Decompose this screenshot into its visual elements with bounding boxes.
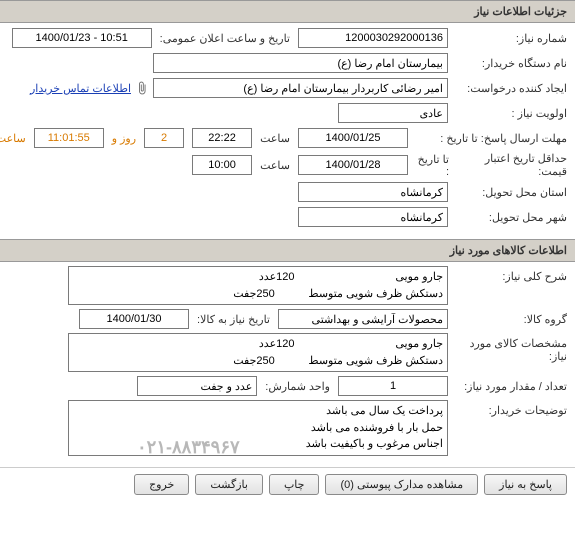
group-input[interactable]	[279, 309, 449, 329]
buyer-notes-label: توضیحات خریدار:	[453, 400, 568, 417]
remaining-suffix: ساعت باقی مانده	[0, 132, 31, 145]
remaining-time-input[interactable]	[35, 128, 105, 148]
spec-label: مشخصات کالای مورد نیاز:	[453, 333, 568, 363]
buyer-notes-textarea[interactable]	[69, 400, 449, 456]
need-no-input[interactable]	[299, 28, 449, 48]
price-valid-time-input[interactable]	[193, 155, 253, 175]
general-desc-textarea[interactable]	[69, 266, 449, 305]
days-and-label: روز و	[109, 132, 141, 145]
spec-textarea[interactable]	[69, 333, 449, 372]
priority-label: اولویت نیاز :	[453, 107, 568, 120]
deadline-date-input[interactable]	[299, 128, 409, 148]
goods-info-form: شرح کلی نیاز: گروه کالا: تاریخ نیاز به ک…	[0, 262, 576, 467]
reply-button[interactable]: پاسخ به نیاز	[485, 474, 568, 495]
button-bar: پاسخ به نیاز مشاهده مدارک پیوستی (0) چاپ…	[0, 467, 576, 501]
priority-input[interactable]	[339, 103, 449, 123]
city-label: شهر محل تحویل:	[453, 211, 568, 224]
price-valid-time-label: ساعت	[257, 159, 295, 172]
price-valid-to-label: تا تاریخ :	[413, 153, 454, 178]
print-button[interactable]: چاپ	[270, 474, 321, 495]
remaining-days-input[interactable]	[145, 128, 185, 148]
group-label: گروه کالا:	[453, 313, 568, 326]
province-label: استان محل تحویل:	[453, 186, 568, 199]
attachment-icon	[136, 81, 150, 95]
need-by-input[interactable]	[80, 309, 190, 329]
public-announce-label: تاریخ و ساعت اعلان عمومی:	[157, 32, 295, 45]
unit-input[interactable]	[138, 376, 258, 396]
buyer-org-label: نام دستگاه خریدار:	[453, 57, 568, 70]
need-no-label: شماره نیاز:	[453, 32, 568, 45]
price-valid-date-input[interactable]	[299, 155, 409, 175]
qty-label: تعداد / مقدار مورد نیاز:	[453, 380, 568, 393]
deadline-time-input[interactable]	[193, 128, 253, 148]
unit-label: واحد شمارش:	[262, 380, 335, 393]
attachments-button[interactable]: مشاهده مدارک پیوستی (0)	[326, 474, 479, 495]
deadline-label: مهلت ارسال پاسخ: تا تاریخ :	[413, 132, 568, 145]
city-input[interactable]	[299, 207, 449, 227]
buyer-org-input[interactable]	[154, 53, 449, 73]
public-announce-input[interactable]	[13, 28, 153, 48]
general-desc-label: شرح کلی نیاز:	[453, 266, 568, 283]
province-input[interactable]	[299, 182, 449, 202]
requester-label: ایجاد کننده درخواست:	[453, 82, 568, 95]
need-info-form: شماره نیاز: تاریخ و ساعت اعلان عمومی: نا…	[0, 23, 576, 239]
buyer-contact-link[interactable]: اطلاعات تماس خریدار	[31, 82, 132, 95]
deadline-time-label: ساعت	[257, 132, 295, 145]
back-button[interactable]: بازگشت	[196, 474, 264, 495]
section-header-need-info: جزئیات اطلاعات نیاز	[0, 0, 576, 23]
requester-input[interactable]	[154, 78, 449, 98]
need-by-label: تاریخ نیاز به کالا:	[194, 313, 275, 326]
exit-button[interactable]: خروج	[135, 474, 190, 495]
qty-input[interactable]	[339, 376, 449, 396]
section-header-goods-info: اطلاعات کالاهای مورد نیاز	[0, 239, 576, 262]
price-valid-label: حداقل تاریخ اعتبار قیمت:	[458, 152, 568, 178]
